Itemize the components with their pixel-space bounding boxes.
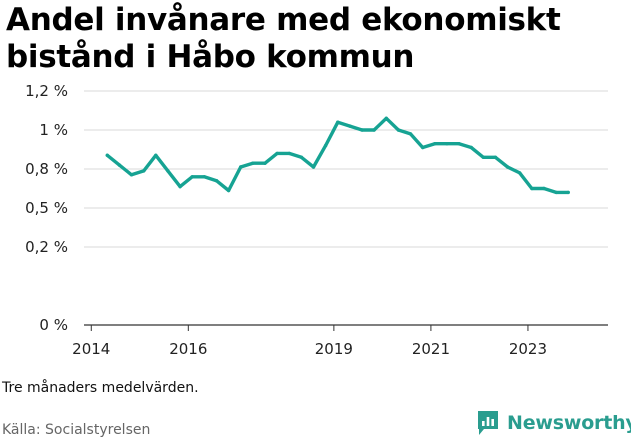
x-tick-label: 2016 xyxy=(169,340,207,358)
y-tick-label: 0,2 % xyxy=(25,238,68,256)
data-point xyxy=(117,163,122,167)
data-point xyxy=(396,128,401,132)
data-point xyxy=(178,184,182,189)
data-point xyxy=(154,153,158,157)
data-point xyxy=(493,155,498,159)
chart-note: Tre månaders medelvärden. xyxy=(2,380,199,396)
data-point xyxy=(299,155,304,159)
data-point xyxy=(190,175,194,179)
data-point xyxy=(105,153,110,157)
x-tick-label: 2014 xyxy=(72,340,110,358)
data-point xyxy=(421,145,425,150)
data-point xyxy=(336,120,340,124)
data-point xyxy=(202,175,206,179)
data-point xyxy=(372,128,376,132)
newsworthy-chart-icon xyxy=(478,411,498,435)
data-point xyxy=(239,165,243,169)
y-tick-label: 0,5 % xyxy=(25,199,68,217)
data-point xyxy=(408,132,413,136)
data-point xyxy=(214,179,219,183)
data-point xyxy=(433,142,437,146)
data-point xyxy=(275,151,279,156)
series-group xyxy=(105,116,570,195)
data-point xyxy=(263,161,267,165)
data-point xyxy=(311,165,316,169)
grid-lines xyxy=(84,90,608,248)
y-axis-ticks: 1,2 % 1 % 0,8 % 0,5 % 0,2 % 0 % xyxy=(25,82,68,334)
data-point xyxy=(457,142,461,146)
y-tick-label: 0,8 % xyxy=(25,160,68,178)
data-point xyxy=(360,128,364,132)
data-point xyxy=(481,155,485,159)
source-credit: Källa: Socialstyrelsen xyxy=(2,422,151,438)
data-point xyxy=(530,186,534,191)
y-tick-label: 0 % xyxy=(39,316,68,334)
y-tick-label: 1,2 % xyxy=(25,82,68,100)
data-point xyxy=(554,190,558,195)
data-point xyxy=(142,169,146,173)
data-point xyxy=(323,143,328,148)
series-line xyxy=(105,116,570,195)
data-point xyxy=(129,173,134,177)
data-point xyxy=(166,169,170,173)
data-point xyxy=(287,151,291,156)
x-axis: 2014 2016 2019 2021 2023 xyxy=(72,324,608,358)
data-point xyxy=(348,124,352,128)
y-tick-label: 1 % xyxy=(39,121,68,139)
line-chart: 1,2 %1 %0,8 %0,5 %0,2 %0 % 2014 2016 2019 2… xyxy=(25,82,608,358)
newsworthy-logo[interactable]: Newsworthy xyxy=(476,409,631,437)
data-point xyxy=(566,190,570,195)
x-tick-label: 2019 xyxy=(315,340,353,358)
x-tick-label: 2023 xyxy=(509,340,547,358)
chart-title: Andel invånare med ekonomiskt bistånd i … xyxy=(6,2,561,75)
data-point xyxy=(469,145,473,150)
data-point xyxy=(445,142,449,146)
brand-name: Newsworthy xyxy=(507,412,631,434)
data-point xyxy=(542,186,546,191)
data-point xyxy=(384,116,388,121)
data-point xyxy=(226,188,231,193)
data-point xyxy=(505,165,510,169)
x-tick-label: 2021 xyxy=(412,340,450,358)
data-point xyxy=(251,161,255,165)
data-point xyxy=(518,171,522,175)
